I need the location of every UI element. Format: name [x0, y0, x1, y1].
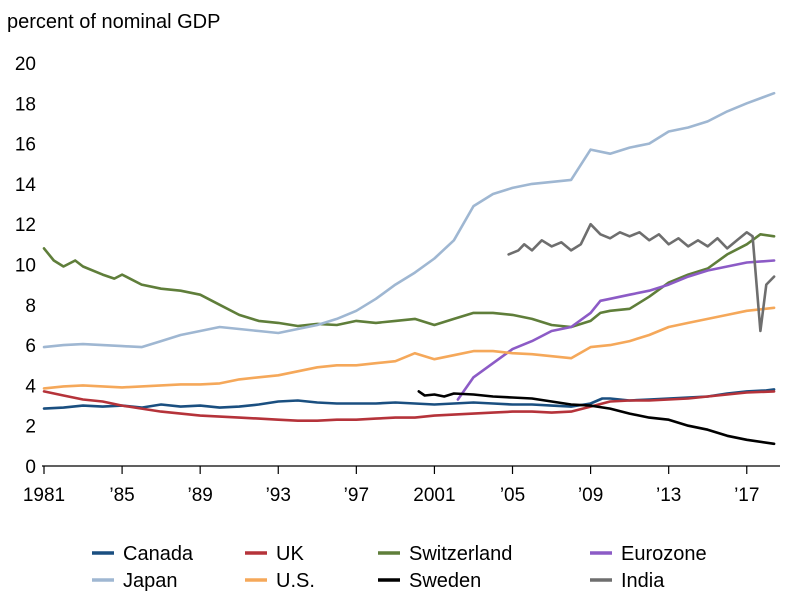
- x-tick-label: ’97: [344, 485, 369, 506]
- series-line-uk: [42, 390, 776, 422]
- legend-label-india: India: [621, 570, 665, 592]
- x-tick-label: ’17: [734, 485, 759, 506]
- y-tick-label: 8: [25, 296, 36, 317]
- x-tick-label: 2001: [413, 485, 455, 506]
- x-tick-label: ’89: [187, 485, 212, 506]
- legend-label-japan: Japan: [123, 570, 178, 592]
- x-tick-label: ’09: [578, 485, 603, 506]
- y-tick-label: 14: [15, 175, 37, 196]
- series-line-japan: [42, 91, 776, 349]
- x-tick-label: ’13: [656, 485, 681, 506]
- y-tick-label: 20: [15, 54, 36, 75]
- legend-label-switzerland: Switzerland: [409, 543, 512, 565]
- legend-label-eurozone: Eurozone: [621, 543, 707, 565]
- legend-label-uk: UK: [276, 543, 304, 565]
- series-line-sweden: [417, 390, 776, 446]
- y-tick-label: 2: [25, 417, 36, 438]
- x-tick-label: ’93: [266, 485, 291, 506]
- y-tick-label: 6: [25, 336, 36, 357]
- y-tick-labels: 0 2 4 6 8 10 12 14 16 18 20: [15, 54, 37, 478]
- legend-label-sweden: Sweden: [409, 570, 481, 592]
- y-tick-label: 4: [25, 376, 36, 397]
- x-tick-label: ’85: [109, 485, 134, 506]
- legend: Canada UK Switzerland Eurozone Japan U.S. Swed…: [92, 543, 707, 592]
- series-line-switzerland: [42, 233, 776, 329]
- y-tick-label: 18: [15, 94, 36, 115]
- series-line-india: [507, 222, 776, 333]
- legend-label-u-s: U.S.: [276, 570, 315, 592]
- x-tick-labels: 1981 ’85 ’89 ’93 ’97 2001 ’05 ’09 ’13 ’17: [23, 466, 759, 506]
- legend-label-canada: Canada: [123, 543, 194, 565]
- y-tick-label: 0: [25, 457, 36, 478]
- series-lines: [42, 91, 776, 446]
- x-tick-label: ’05: [500, 485, 525, 506]
- series-line-u-s: [42, 306, 776, 390]
- y-tick-label: 16: [15, 135, 36, 156]
- y-tick-label: 12: [15, 215, 36, 236]
- y-tick-label: 10: [15, 256, 36, 277]
- y-axis-label: percent of nominal GDP: [7, 11, 220, 33]
- x-tick-label: 1981: [23, 485, 65, 506]
- series-line-eurozone: [456, 259, 776, 401]
